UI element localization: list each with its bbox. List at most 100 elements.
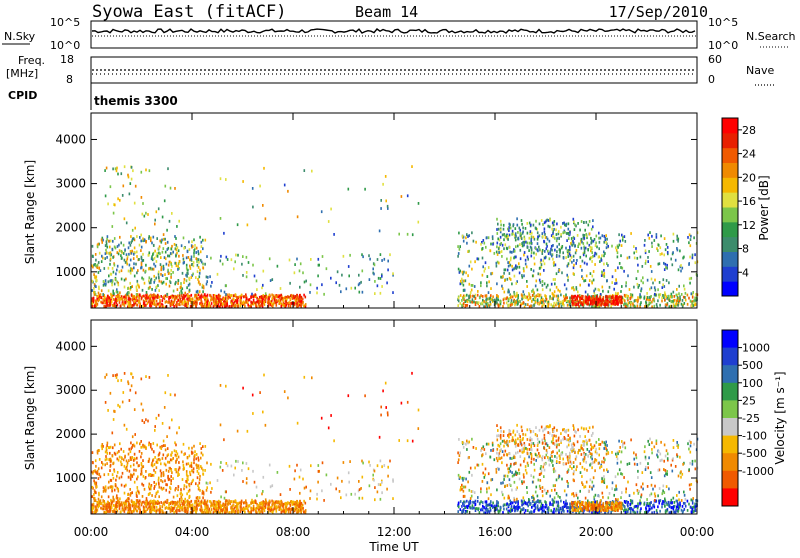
velocity-cell <box>378 483 380 486</box>
velocity-cell <box>335 488 337 491</box>
velocity-cell <box>197 476 199 479</box>
power-cell <box>544 231 546 234</box>
velocity-cell <box>175 444 177 447</box>
velocity-cell <box>108 487 110 490</box>
velocity-cell <box>303 510 305 513</box>
velocity-cell <box>386 488 388 491</box>
power-cell <box>256 280 258 283</box>
power-cell <box>530 268 532 271</box>
power-cell <box>296 258 298 261</box>
power-cell <box>492 237 494 240</box>
power-cell <box>542 223 544 226</box>
velocity-cell <box>124 465 126 468</box>
power-cell <box>104 301 106 304</box>
power-cell <box>106 298 108 301</box>
power-cell <box>598 247 600 250</box>
power-cell <box>269 257 271 260</box>
velocity-cell <box>239 502 241 505</box>
power-cell <box>210 257 212 260</box>
velocity-cell <box>139 442 141 445</box>
power-cell <box>627 274 629 277</box>
velocity-cell <box>136 461 138 464</box>
power-cell <box>147 213 149 216</box>
velocity-cell <box>392 497 394 500</box>
power-cell <box>539 223 541 226</box>
power-cell <box>109 263 111 266</box>
power-cell <box>354 287 356 290</box>
velocity-cell <box>188 490 190 493</box>
power-cell <box>115 278 117 281</box>
power-cell <box>497 242 499 245</box>
power-cell <box>567 279 569 282</box>
power-cell <box>542 235 544 238</box>
velocity-cell <box>157 500 159 503</box>
power-cell <box>490 243 492 246</box>
power-cell <box>165 242 167 245</box>
power-cell <box>637 296 639 299</box>
colorbar-swatch <box>722 266 738 281</box>
velocity-cell <box>251 507 253 510</box>
velocity-cell <box>162 480 164 483</box>
power-cell <box>108 275 110 278</box>
power-cell <box>198 253 200 256</box>
power-cell <box>541 263 543 266</box>
power-cell <box>369 278 371 281</box>
power-cell <box>158 296 160 299</box>
power-cell <box>294 263 296 266</box>
power-cell <box>680 264 682 267</box>
velocity-cell <box>189 465 191 468</box>
power-cell <box>349 254 351 257</box>
power-cell <box>152 253 154 256</box>
colorbar-swatch <box>722 281 738 296</box>
velocity-cell <box>341 480 343 483</box>
power-cell <box>136 251 138 254</box>
velocity-cell <box>115 505 117 508</box>
velocity-cell <box>136 499 138 502</box>
power-cell <box>562 302 564 305</box>
power-cell <box>463 240 465 243</box>
velocity-cell <box>96 482 98 485</box>
velocity-cell <box>106 373 108 376</box>
power-cell <box>121 250 123 253</box>
velocity-cell <box>106 444 108 447</box>
power-cell <box>169 261 171 264</box>
power-cell <box>530 224 532 227</box>
power-cell <box>101 255 103 258</box>
power-cell <box>633 286 635 289</box>
power-cell <box>622 236 624 239</box>
power-cell <box>620 254 622 257</box>
power-cell <box>205 297 207 300</box>
power-cell <box>107 295 109 298</box>
velocity-cell <box>200 457 202 460</box>
velocity-cell <box>153 474 155 477</box>
power-cell <box>465 271 467 274</box>
power-cell <box>215 298 217 301</box>
power-cell <box>651 245 653 248</box>
velocity-cell <box>377 464 379 467</box>
power-cell <box>194 244 196 247</box>
power-cell <box>154 257 156 260</box>
velocity-cell <box>191 462 193 465</box>
power-cell <box>348 265 350 268</box>
power-cell <box>242 255 244 258</box>
velocity-cell <box>168 478 170 481</box>
power-cell <box>117 265 119 268</box>
power-cell <box>555 264 557 267</box>
velocity-cell <box>227 464 229 467</box>
power-cell <box>166 300 168 303</box>
power-cell <box>119 236 121 239</box>
velocity-cell <box>294 469 296 472</box>
power-cell <box>106 252 108 255</box>
velocity-cell <box>242 480 244 483</box>
nave-tick-bottom: 0 <box>708 73 715 86</box>
velocity-cell <box>110 499 112 502</box>
power-cell <box>558 237 560 240</box>
power-cell <box>154 250 156 253</box>
power-cell <box>143 259 145 262</box>
power-cell <box>528 292 530 295</box>
power-cell <box>644 305 646 308</box>
velocity-cell <box>255 510 257 513</box>
power-cell <box>532 275 534 278</box>
power-cell <box>679 250 681 253</box>
power-cell <box>158 271 160 274</box>
